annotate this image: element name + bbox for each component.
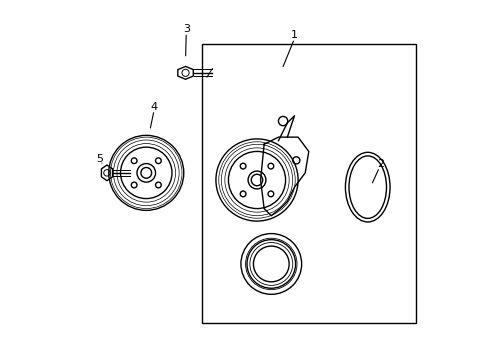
Circle shape [251, 174, 262, 186]
Text: 4: 4 [150, 102, 157, 112]
Text: 3: 3 [183, 24, 189, 34]
Text: 2: 2 [376, 159, 383, 169]
Bar [201, 44, 415, 323]
Text: 5: 5 [96, 154, 103, 163]
Text: 1: 1 [290, 30, 297, 40]
